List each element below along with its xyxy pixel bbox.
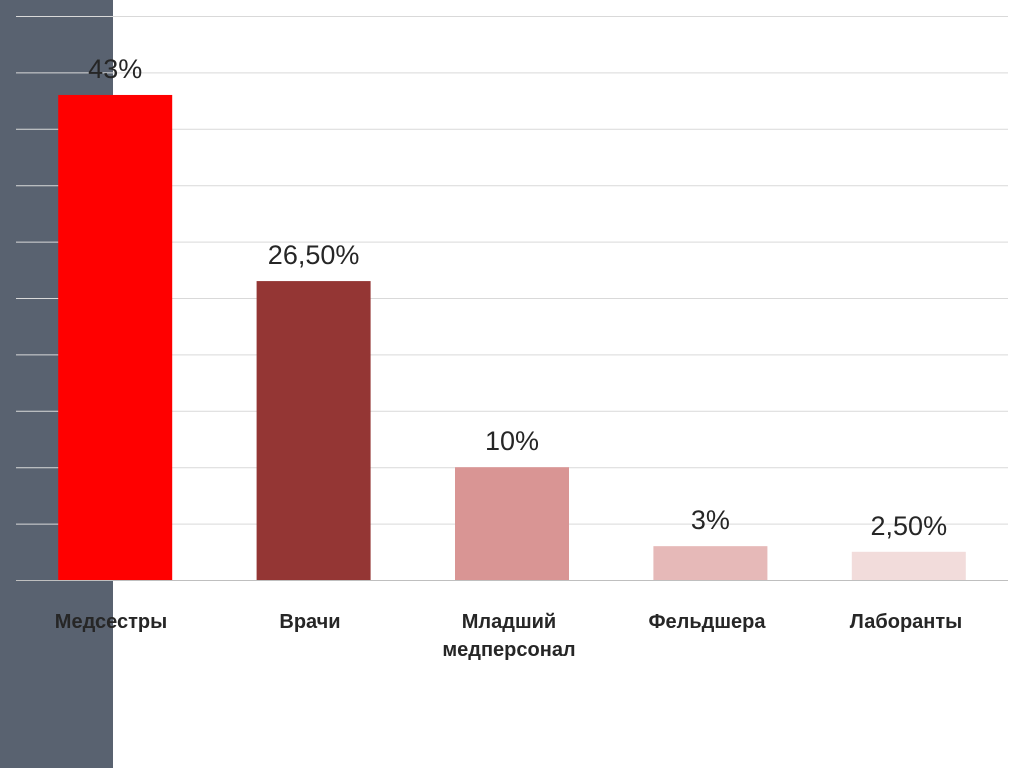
data-label-1: 26,50% <box>268 240 360 270</box>
category-label-2-line-0: Младший <box>461 611 557 633</box>
category-label-0: Медсестры <box>16 608 206 636</box>
data-labels: 43% 26,50% 10% 3% 2,50% <box>88 54 947 541</box>
category-label-2: Младший медперсонал <box>414 608 604 664</box>
category-label-1-line-0: Врачи <box>279 611 341 633</box>
bar-3 <box>653 546 768 580</box>
bar-2 <box>455 467 569 580</box>
bar-chart: 43% 26,50% 10% 3% 2,50% <box>16 16 1008 581</box>
data-label-4: 2,50% <box>871 511 948 541</box>
bars <box>58 94 966 581</box>
bar-4 <box>851 551 966 580</box>
data-label-3: 3% <box>691 505 730 535</box>
category-label-0-line-0: Медсестры <box>54 611 168 633</box>
category-label-3: Фельдшера <box>612 608 802 636</box>
bar-1 <box>256 281 371 580</box>
data-label-0: 43% <box>88 54 142 84</box>
category-label-4-line-0: Лаборанты <box>849 611 963 633</box>
category-label-2-line-1: медперсонал <box>442 639 576 661</box>
data-label-2: 10% <box>485 426 539 456</box>
category-label-3-line-0: Фельдшера <box>648 611 766 633</box>
category-label-1: Врачи <box>215 608 405 636</box>
category-label-4: Лаборанты <box>811 608 1001 636</box>
bar-0 <box>58 94 173 581</box>
